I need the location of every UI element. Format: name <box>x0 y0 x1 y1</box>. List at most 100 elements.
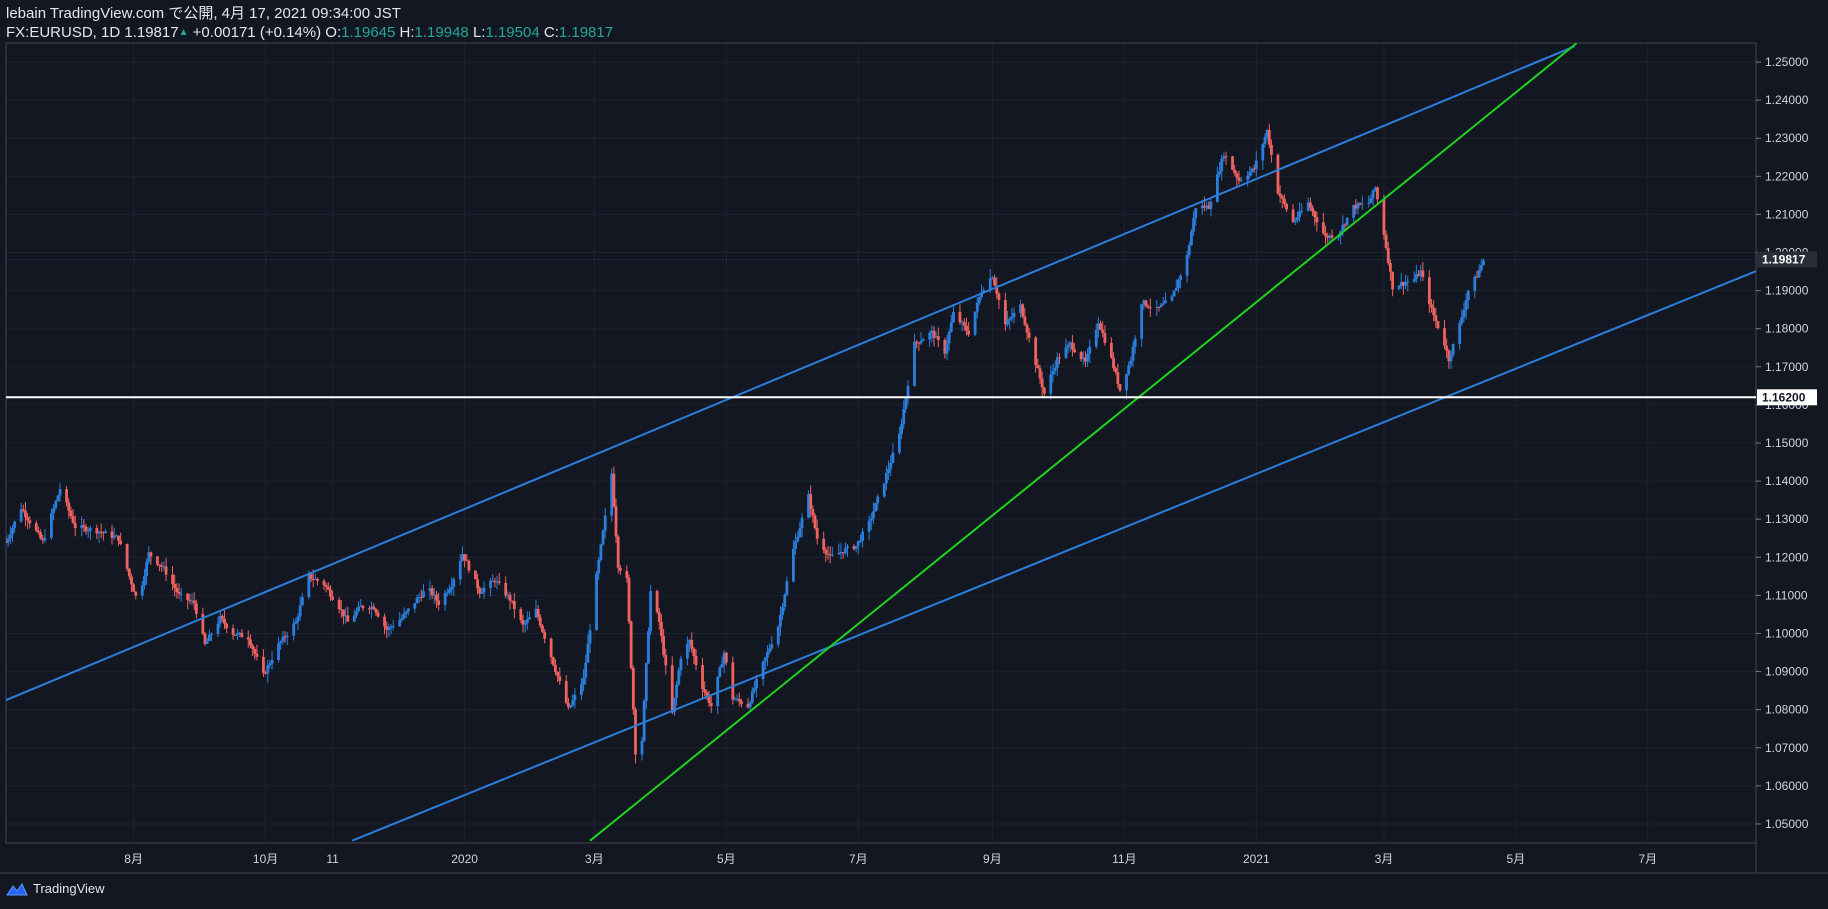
x-tick-label: 2020 <box>451 852 478 866</box>
candle-down <box>1324 233 1327 237</box>
tradingview-footer[interactable]: TradingView <box>6 881 105 896</box>
candle-up <box>1298 211 1301 218</box>
candle-down <box>1021 304 1025 317</box>
symbol-interval[interactable]: FX:EURUSD, 1D <box>6 24 121 41</box>
candle-up <box>685 643 689 659</box>
candle-up <box>735 698 739 700</box>
tradingview-logo-icon <box>6 882 28 895</box>
candle-up <box>978 297 981 303</box>
candle-down <box>231 628 235 635</box>
candle-down <box>558 676 562 682</box>
candle-up <box>798 528 802 538</box>
candle-up <box>236 633 239 635</box>
candle-down <box>549 638 553 658</box>
y-tick-label: 1.13000 <box>1765 512 1809 526</box>
candle-up <box>854 545 858 550</box>
candle-up <box>238 632 242 634</box>
candle-up <box>1218 171 1221 175</box>
candle-up <box>571 700 575 706</box>
candle-up <box>1006 320 1009 325</box>
last-price: 1.19817 <box>124 24 179 41</box>
candle-up <box>1053 367 1057 371</box>
candle-down <box>627 577 631 622</box>
candle-up <box>355 611 358 616</box>
candle-up <box>1174 287 1178 291</box>
candle-down <box>26 517 30 521</box>
candle-up <box>298 605 302 617</box>
candle-down <box>1417 274 1420 276</box>
y-tick-label: 1.19000 <box>1765 284 1809 298</box>
candle-up <box>400 618 404 621</box>
candle-down <box>467 560 471 571</box>
candle-down <box>660 621 663 636</box>
candle-down <box>811 509 815 516</box>
candle-down <box>1025 324 1029 333</box>
candle-down <box>127 568 131 577</box>
candle-down <box>34 523 38 531</box>
candle-up <box>988 278 992 291</box>
candle-up <box>603 515 607 531</box>
tradingview-brand: TradingView <box>33 881 105 896</box>
candle-down <box>346 615 350 622</box>
candle-down <box>1389 262 1392 272</box>
candle-down <box>175 587 179 593</box>
candle-down <box>1146 306 1150 308</box>
candle-down <box>84 526 88 532</box>
y-tick-label: 1.23000 <box>1765 131 1809 145</box>
candle-up <box>387 627 391 630</box>
candle-up <box>1328 235 1332 238</box>
candle-up <box>1479 265 1483 271</box>
candle-down <box>130 576 133 585</box>
candle-down <box>1144 300 1148 307</box>
high-value: 1.19948 <box>414 24 469 41</box>
low-label: L: <box>472 24 486 41</box>
candle-down <box>1023 316 1027 325</box>
candle-up <box>428 588 432 592</box>
candle-down <box>556 671 560 677</box>
candle-down <box>493 580 497 583</box>
horizontal-level-label-bg <box>1757 389 1817 406</box>
candle-down <box>1202 205 1206 208</box>
candle-down <box>1036 365 1040 369</box>
candle-down <box>997 293 1001 301</box>
candle-up <box>582 677 585 685</box>
candle-up <box>266 665 270 674</box>
y-tick-label: 1.17000 <box>1765 360 1809 374</box>
high-label: H: <box>399 24 415 41</box>
y-tick-label: 1.11000 <box>1765 588 1808 602</box>
candle-up <box>525 619 529 623</box>
candle-up <box>649 591 653 632</box>
candle-up <box>1356 203 1360 209</box>
candle-up <box>370 606 373 610</box>
candle-down <box>536 608 540 618</box>
candle-down <box>1443 328 1446 346</box>
candle-up <box>147 552 151 563</box>
candle-up <box>1482 260 1485 266</box>
candle-up <box>1449 354 1453 362</box>
candle-up <box>11 527 14 535</box>
candle-up <box>1464 300 1468 310</box>
x-tick-label: 11月 <box>1112 852 1136 866</box>
candle-down <box>1475 276 1479 278</box>
candle-up <box>776 626 780 645</box>
candle-up <box>210 634 213 636</box>
chart-header: lebain TradingView.com で公開, 4月 17, 2021 … <box>6 4 613 42</box>
x-tick-label: 3月 <box>585 852 604 866</box>
x-tick-label: 9月 <box>983 852 1002 866</box>
candle-down <box>815 527 819 539</box>
candle-down <box>329 589 332 597</box>
candle-down <box>65 489 68 503</box>
candle-up <box>755 679 759 689</box>
candle-up <box>104 531 107 534</box>
candle-down <box>567 702 570 708</box>
candle-up <box>856 540 860 546</box>
last-price-label: 1.19817 <box>1762 252 1806 266</box>
candle-up <box>58 489 62 496</box>
candle-down <box>1386 247 1390 263</box>
candle-up <box>1222 156 1226 159</box>
candle-down <box>476 579 479 589</box>
candle-up <box>114 535 118 537</box>
candle-up <box>1068 342 1072 345</box>
plot-area <box>6 43 1756 842</box>
